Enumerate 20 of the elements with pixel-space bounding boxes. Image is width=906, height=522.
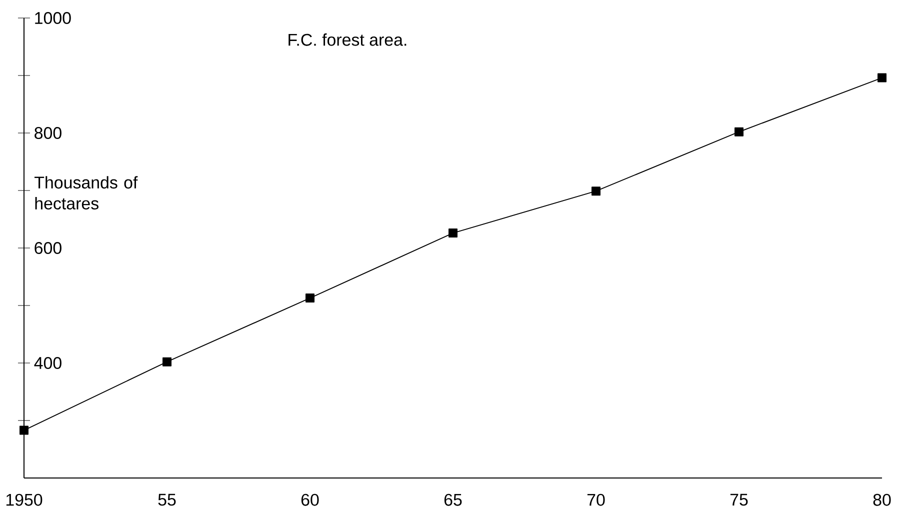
point [448, 228, 458, 238]
x-tick-label: 80 [873, 494, 891, 506]
x-tick-label: 55 [158, 494, 176, 506]
point [306, 294, 315, 303]
x-tick-label: 1950 [6, 494, 42, 506]
y-tick-label: 800 [34, 127, 62, 139]
point [878, 73, 887, 82]
x-tick-label: 60 [301, 494, 319, 506]
point [734, 127, 744, 136]
x-tick-label: 75 [730, 494, 748, 506]
y-tick-label: 600 [34, 242, 62, 254]
y-tick-label: 400 [34, 357, 62, 369]
x-tick-label: 65 [444, 494, 462, 506]
text: F.C. forest area. [288, 33, 406, 46]
point [162, 357, 172, 366]
point [592, 186, 601, 196]
x-tick-label: 70 [587, 494, 605, 506]
y-axis-title: Thousands of hectares [34, 176, 138, 210]
y-tick-label: 1000 [35, 12, 71, 24]
point [20, 426, 28, 435]
